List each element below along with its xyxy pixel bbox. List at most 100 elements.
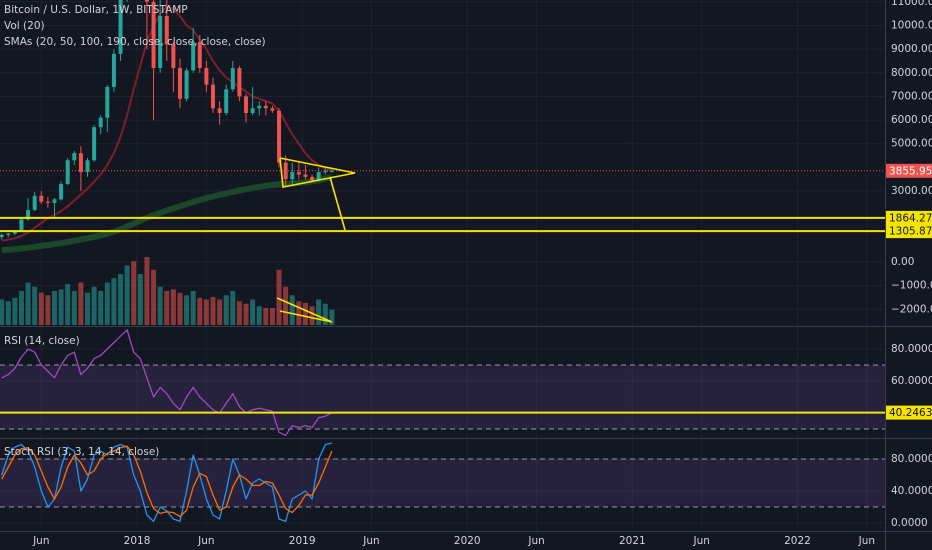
candle-body bbox=[303, 174, 308, 177]
volume-bar bbox=[263, 308, 269, 325]
volume-bar bbox=[276, 269, 282, 325]
y-tick-label: −1000.00 bbox=[891, 280, 932, 292]
candle-body bbox=[316, 172, 321, 181]
candle-body bbox=[250, 108, 255, 114]
candle-body bbox=[65, 160, 70, 184]
candle-body bbox=[151, 1, 156, 69]
price-tag-label: 1305.87 bbox=[889, 226, 932, 238]
volume-bar bbox=[12, 297, 18, 325]
volume-bar bbox=[151, 269, 157, 325]
volume-bar bbox=[223, 295, 229, 325]
volume-bar bbox=[256, 306, 262, 325]
volume-bar bbox=[78, 282, 84, 325]
volume-bar bbox=[144, 257, 150, 325]
volume-bar bbox=[203, 299, 209, 325]
volume-bar bbox=[210, 296, 216, 325]
volume-bar bbox=[5, 301, 11, 325]
candle-body bbox=[257, 105, 262, 109]
y-tick-label: 5000.00 bbox=[891, 138, 932, 150]
indicator-line bbox=[1, 445, 333, 518]
y-tick-label: 11000.00 bbox=[891, 0, 932, 8]
x-tick-label: 2018 bbox=[124, 535, 151, 547]
volume-bar bbox=[25, 282, 31, 325]
volume-bar bbox=[250, 299, 256, 325]
price-tag bbox=[886, 210, 932, 225]
volume-bar bbox=[38, 292, 44, 325]
volume-bar bbox=[283, 286, 289, 325]
x-tick-label: Jun bbox=[693, 535, 710, 547]
candle-body bbox=[204, 68, 209, 85]
y-tick-label: 0.00 bbox=[891, 256, 914, 268]
x-tick-label: 2019 bbox=[289, 535, 316, 547]
volume-bar bbox=[269, 308, 275, 325]
candle-body bbox=[26, 209, 31, 220]
candle-body bbox=[39, 195, 44, 202]
x-tick-label: Jun bbox=[197, 535, 214, 547]
volume-bar bbox=[329, 309, 335, 325]
candle-body bbox=[19, 219, 24, 231]
sma-line bbox=[1, 174, 333, 254]
volume-wedge bbox=[276, 297, 333, 323]
volume-bar bbox=[85, 292, 91, 325]
target-line bbox=[329, 176, 346, 231]
price-tag bbox=[886, 163, 932, 178]
candle-body bbox=[85, 160, 90, 173]
candle-body bbox=[72, 153, 77, 161]
y-tick-label: 8000.00 bbox=[891, 67, 932, 79]
volume-bar bbox=[230, 291, 236, 325]
candle-body bbox=[237, 68, 242, 97]
candle-body bbox=[184, 70, 189, 99]
candle-body bbox=[32, 195, 37, 210]
volume-bar bbox=[45, 295, 51, 325]
x-tick-label: 2022 bbox=[784, 535, 811, 547]
candle-body bbox=[59, 183, 64, 200]
candle-body bbox=[224, 89, 229, 114]
candle-body bbox=[177, 68, 182, 99]
rsi-pane bbox=[0, 329, 885, 437]
x-tick-label: Jun bbox=[32, 535, 49, 547]
volume-bar bbox=[104, 282, 110, 325]
candle-body bbox=[244, 96, 249, 114]
x-tick-label: Jun bbox=[362, 535, 379, 547]
volume-bar bbox=[164, 291, 170, 325]
volume-bar bbox=[51, 291, 57, 325]
volume-bar bbox=[91, 286, 97, 325]
rsi-title: RSI (14, close) bbox=[4, 335, 80, 347]
y-tick-label: 80.0000 bbox=[891, 343, 932, 355]
band-fill bbox=[0, 364, 885, 429]
price-tag-label: 40.2463 bbox=[889, 407, 932, 419]
volume-bar bbox=[71, 291, 77, 325]
candle-body bbox=[230, 68, 235, 90]
candle-body bbox=[52, 199, 57, 203]
y-tick-label: 60.0000 bbox=[891, 375, 932, 387]
candle-body bbox=[197, 42, 202, 69]
candle-body bbox=[277, 110, 282, 163]
volume-bar bbox=[58, 289, 64, 325]
candle-body bbox=[164, 16, 169, 45]
candle-body bbox=[6, 233, 11, 235]
stoch-title: Stoch RSI (3, 3, 14, 14, close) bbox=[4, 446, 159, 458]
y-tick-label: 7000.00 bbox=[891, 90, 932, 102]
volume-bar bbox=[309, 306, 315, 325]
candle-body bbox=[210, 84, 215, 109]
volume-bar bbox=[177, 292, 183, 325]
volume-bar bbox=[0, 299, 5, 325]
volume-bar bbox=[111, 278, 117, 325]
y-tick-label: 9000.00 bbox=[891, 43, 932, 55]
volume-bar bbox=[236, 301, 242, 325]
volume-bar bbox=[243, 303, 249, 325]
volume-bar bbox=[32, 286, 38, 325]
y-tick-label: 10000.00 bbox=[891, 19, 932, 31]
axes: Jun 2018 Jun 2019 Jun 2020 Jun 2021 Jun 2022 Jun 11… bbox=[32, 0, 932, 547]
indicator-line bbox=[1, 442, 333, 523]
sma-title: SMAs (20, 50, 100, 190, close, close, cl… bbox=[4, 36, 266, 48]
volume-bar bbox=[184, 295, 190, 325]
candle-body bbox=[329, 170, 334, 172]
x-tick-label: Jun bbox=[527, 535, 544, 547]
stoch-pane bbox=[0, 442, 885, 523]
volume-bar bbox=[197, 297, 203, 325]
candle-body bbox=[0, 234, 4, 238]
candle-body bbox=[171, 44, 176, 69]
volume-bar bbox=[322, 303, 328, 325]
y-tick-label: 6000.00 bbox=[891, 114, 932, 126]
